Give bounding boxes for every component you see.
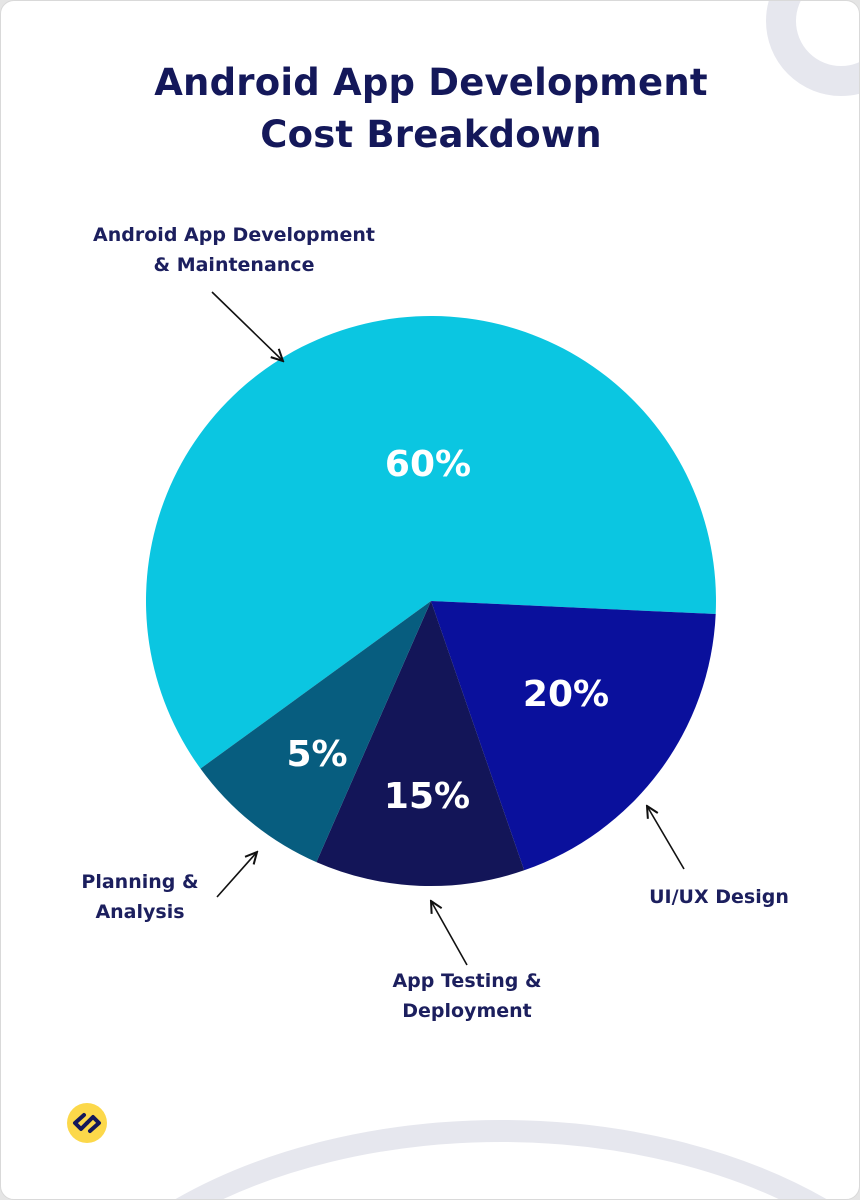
pct-label-20: 20% <box>523 674 609 715</box>
arrow-testing <box>431 901 468 966</box>
chart-title-line-2: Cost Breakdown <box>260 113 602 156</box>
pie-slice-uiux <box>431 601 716 871</box>
label-planning: Planning & Analysis <box>69 867 211 927</box>
code-brackets-icon <box>73 1113 101 1133</box>
pct-label-60: 60% <box>385 444 471 485</box>
chart-title-line-1: Android App Development <box>154 61 708 104</box>
label-planning-line-1: Planning & <box>81 871 199 893</box>
arrow-dev-maintenance <box>211 291 283 361</box>
pct-label-5: 5% <box>286 734 347 775</box>
label-dev-maintenance-line-1: Android App Development <box>93 224 375 246</box>
arrow-uiux <box>647 806 685 870</box>
pie-slice-planning <box>200 601 431 863</box>
pie-slice-testing <box>316 601 525 887</box>
label-testing-line-1: App Testing & <box>392 970 542 992</box>
label-uiux-line-1: UI/UX Design <box>649 886 789 908</box>
label-testing-line-2: Deployment <box>402 1000 532 1022</box>
label-testing: App Testing & Deployment <box>377 966 557 1026</box>
arrow-planning <box>216 852 257 898</box>
label-dev-maintenance: Android App Development & Maintenance <box>83 220 385 280</box>
label-uiux: UI/UX Design <box>631 882 807 912</box>
pct-label-15: 15% <box>384 776 470 817</box>
label-dev-maintenance-line-2: & Maintenance <box>153 254 315 276</box>
pie-slice-dev-maintenance <box>145 315 716 769</box>
decor-arc-bottom <box>175 1120 827 1199</box>
brand-logo <box>67 1103 107 1143</box>
decor-ring-top-right <box>766 1 859 96</box>
label-planning-line-2: Analysis <box>95 901 185 923</box>
